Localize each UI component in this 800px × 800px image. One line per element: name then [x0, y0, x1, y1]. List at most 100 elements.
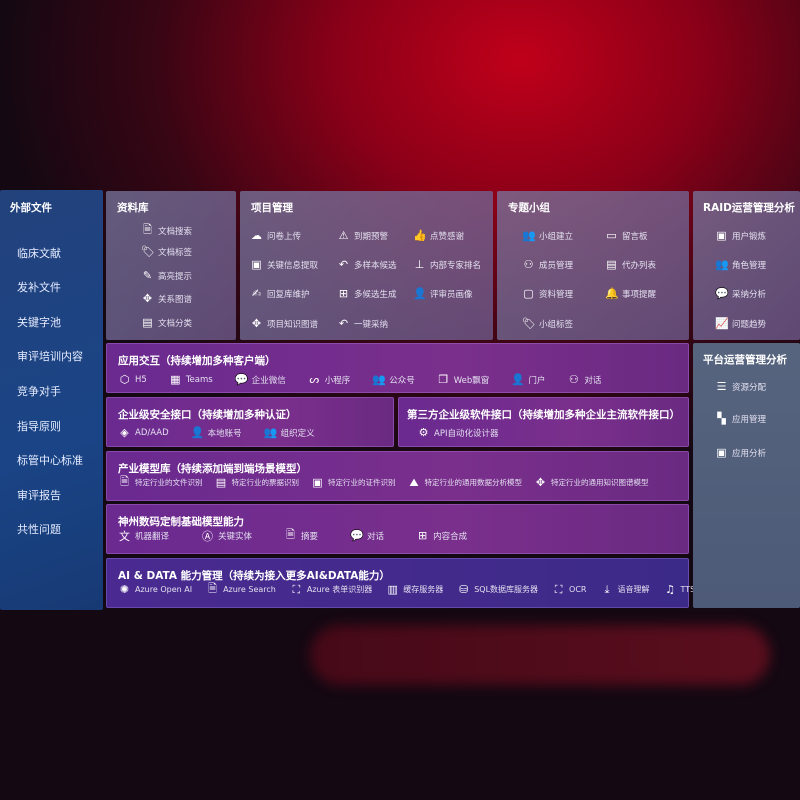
ai-item[interactable]: ▥ 缓存服务器: [386, 583, 444, 596]
project-item[interactable]: 👤 评审员画像: [413, 287, 473, 300]
app-official-account[interactable]: 👥 公众号: [372, 373, 415, 386]
bell-icon: 🔔: [605, 287, 619, 300]
ai-item[interactable]: ♫ TTS: [664, 583, 695, 596]
sidebar-item[interactable]: 标管中心标准: [17, 454, 83, 467]
folder-icon: ▢: [523, 287, 534, 300]
app-teams[interactable]: ▦ Teams: [169, 373, 213, 386]
item-label: 特定行业的通用知识图谱模型: [551, 478, 649, 487]
item-label: 问题趋势: [732, 319, 767, 330]
industry-item[interactable]: 🗎 特定行业的文件识别: [118, 473, 202, 492]
group-item[interactable]: ▤ 代办列表: [605, 258, 656, 271]
clipboard-icon: ▤: [606, 258, 617, 271]
cache-server-icon: ▥: [387, 583, 398, 596]
item-label: 内部专家排名: [430, 260, 482, 271]
bbs-icon: ▭: [606, 229, 617, 242]
group-item[interactable]: 🔔 事项提醒: [605, 287, 656, 300]
security-ad[interactable]: ◈ AD/AAD: [118, 426, 168, 439]
sidebar-item[interactable]: 发补文件: [17, 281, 61, 294]
ai-item[interactable]: ⛁ SQL数据库服务器: [457, 583, 538, 596]
library-item[interactable]: ✎ 高亮提示: [141, 269, 192, 282]
thirdparty-api-designer[interactable]: ⚙ API自动化设计器: [417, 426, 499, 439]
panel-title: 资料库: [117, 202, 149, 214]
app-chat[interactable]: ⚇ 对话: [567, 373, 601, 386]
chart-icon: ▣: [716, 446, 727, 459]
sidebar-item[interactable]: 临床文献: [17, 247, 61, 260]
library-item[interactable]: 🗎 文档搜索: [141, 221, 192, 240]
item-label: 摘要: [301, 531, 319, 542]
app-miniprogram[interactable]: ᔕ 小程序: [308, 373, 350, 386]
raid-item[interactable]: 👥 角色管理: [715, 258, 766, 271]
app-web-popup[interactable]: ❐ Web飘窗: [437, 373, 489, 386]
ai-item[interactable]: ✺ Azure Open AI: [118, 583, 192, 596]
library-item[interactable]: 🏷 文档标签: [141, 245, 192, 258]
library-item[interactable]: ▤ 文档分类: [141, 316, 192, 329]
industry-item[interactable]: ✥ 特定行业的通用知识图谱模型: [534, 476, 649, 489]
sidebar-item[interactable]: 审评报告: [17, 489, 61, 502]
project-item[interactable]: ✍ 回复库维护: [250, 287, 310, 300]
group-item[interactable]: ⚇ 成员管理: [522, 258, 573, 271]
raid-item[interactable]: 💬 采纳分析: [715, 287, 766, 300]
sidebar-item[interactable]: 审评培训内容: [17, 350, 83, 363]
ad-icon: ◈: [120, 426, 129, 439]
project-item[interactable]: ☁ 问卷上传: [250, 229, 301, 242]
platform-item[interactable]: ▚ 应用管理: [715, 412, 766, 425]
project-item[interactable]: ⊥ 内部专家排名: [413, 258, 481, 271]
users-icon: 👥: [372, 373, 386, 386]
ai-item[interactable]: ⛶ Azure 表单识别器: [290, 583, 373, 597]
project-item[interactable]: ▣ 关键信息提取: [250, 258, 318, 271]
ai-item[interactable]: ⤓ 语音理解: [601, 583, 650, 597]
app-portal[interactable]: 👤 门户: [511, 373, 545, 386]
tts-icon: ♫: [665, 583, 675, 596]
industry-item[interactable]: ▤ 特定行业的票据识别: [215, 476, 299, 489]
project-item[interactable]: ⚠ 到期预警: [337, 229, 388, 242]
app-wecom[interactable]: 💬 企业微信: [235, 373, 286, 386]
item-label: 本地账号: [207, 428, 242, 439]
base-item[interactable]: 💬 对话: [350, 529, 384, 542]
base-item[interactable]: ⊞ 内容合成: [416, 529, 467, 542]
org-icon: 👥: [263, 426, 278, 439]
sidebar-item[interactable]: 关键字池: [17, 316, 61, 329]
cloud-upload-icon: ☁: [251, 229, 262, 242]
item-label: 回复库维护: [267, 289, 310, 300]
library-item[interactable]: ✥ 关系图谱: [141, 292, 192, 305]
base-item[interactable]: Ⓐ 关键实体: [201, 528, 252, 544]
doc-icon: 🗎: [120, 475, 129, 488]
group-item[interactable]: ▢ 资料管理: [522, 287, 573, 300]
sidebar-item[interactable]: 指导原则: [17, 420, 61, 433]
item-label: 代办列表: [622, 260, 657, 271]
group-item[interactable]: 👥 小组建立: [522, 229, 573, 242]
item-label: 高亮提示: [158, 271, 193, 282]
item-label: 成员管理: [539, 260, 574, 271]
ai-item[interactable]: 🗎 Azure Search: [206, 580, 276, 599]
project-item[interactable]: ✥ 项目知识图谱: [250, 317, 318, 330]
sidebar-item[interactable]: 共性问题: [17, 523, 61, 536]
group-item[interactable]: ▭ 留言板: [605, 229, 647, 242]
miniprogram-icon: ᔕ: [309, 373, 320, 386]
panel-title: 第三方企业级软件接口（持续增加多种企业主流软件接口）: [407, 409, 680, 421]
platform-item[interactable]: ▣ 应用分析: [715, 446, 766, 459]
base-item[interactable]: 🗎 摘要: [284, 526, 318, 545]
raid-item[interactable]: ▣ 用户锻炼: [715, 229, 766, 242]
item-label: 资源分配: [732, 382, 767, 393]
ai-item[interactable]: ⛶ OCR: [552, 583, 587, 597]
project-item[interactable]: ↶ 一键采纳: [337, 317, 388, 330]
panel-title: 项目管理: [251, 202, 293, 214]
security-org[interactable]: 👥 组织定义: [264, 426, 315, 439]
raid-item[interactable]: 📈 问题趋势: [715, 317, 766, 330]
app-h5[interactable]: ⬡ H5: [118, 373, 147, 386]
project-item[interactable]: ⊞ 多候选生成: [337, 287, 397, 300]
base-item[interactable]: 文机器翻译: [118, 528, 169, 544]
platform-item[interactable]: ☰ 资源分配: [715, 380, 766, 393]
project-item[interactable]: 👍 点赞感谢: [413, 229, 464, 242]
sidebar-item[interactable]: 竞争对手: [17, 385, 61, 398]
industry-item[interactable]: ▣ 特定行业的证件识别: [311, 476, 395, 489]
project-item[interactable]: ↶ 多样本候选: [337, 258, 397, 271]
speech-icon: ⤓: [604, 582, 610, 596]
group-item[interactable]: 🏷 小组标签: [522, 317, 573, 330]
industry-item[interactable]: ⛰ 特定行业的通用数据分析模型: [408, 476, 522, 490]
item-label: 多候选生成: [354, 289, 397, 300]
security-local-account[interactable]: 👤 本地账号: [191, 426, 242, 439]
item-label: 关系图谱: [158, 294, 193, 305]
item-label: 关键信息提取: [267, 260, 319, 271]
item-label: 采纳分析: [732, 289, 767, 300]
